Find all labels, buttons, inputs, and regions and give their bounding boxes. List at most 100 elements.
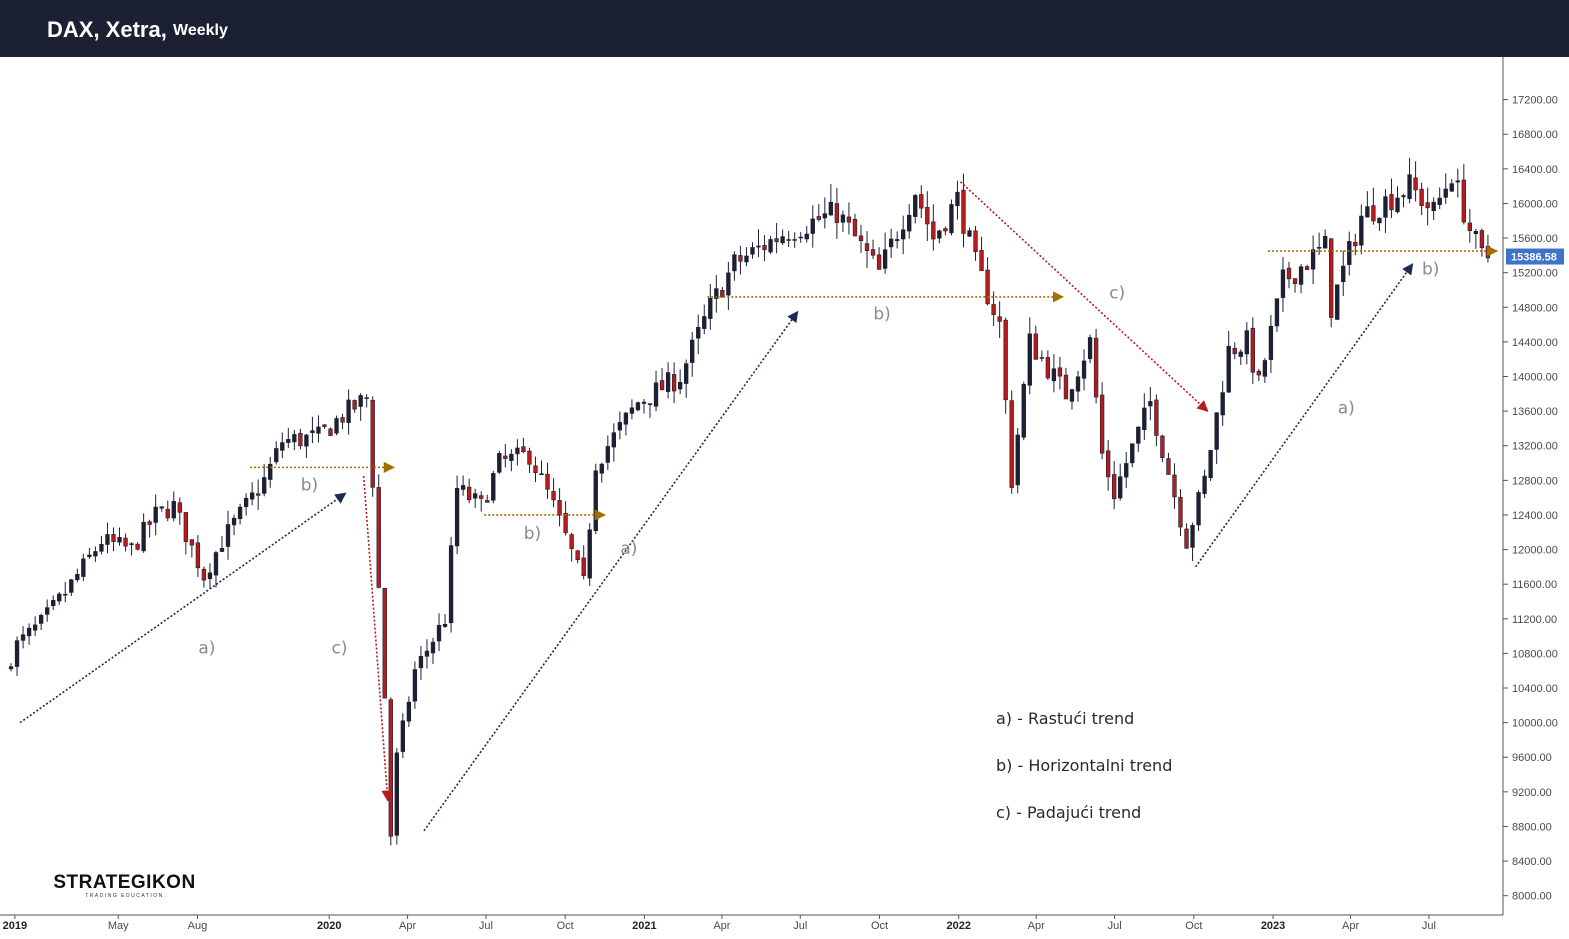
timeframe-label: Weekly [173, 22, 228, 39]
candle-bull [69, 579, 74, 593]
candle-bull [8, 666, 14, 670]
candle-bear [340, 417, 345, 423]
candle-bear [111, 534, 116, 542]
candle-bear [563, 512, 568, 534]
candle-bull [1214, 412, 1219, 450]
candle-bear [792, 239, 797, 241]
candle-bull [231, 517, 237, 526]
candle-bear [997, 316, 1002, 322]
candle-bull [1238, 351, 1243, 357]
candle-bull [1395, 197, 1400, 213]
price-tick-label: 17200.00 [1512, 95, 1558, 107]
candle-bull [1455, 180, 1460, 183]
candle-bull [454, 487, 460, 547]
uptrend-arrow[interactable] [423, 310, 799, 832]
candle-bull [1316, 247, 1322, 249]
candle-bull [1431, 201, 1436, 212]
candle-bull [1220, 392, 1225, 416]
time-tick-label: 2021 [632, 920, 656, 932]
candle-bull [412, 669, 418, 702]
candle-bull [424, 650, 430, 657]
candle-bear [123, 537, 128, 547]
logo-tagline: TRADING EDUCATION [85, 893, 164, 899]
strategikon-logo: STRATEGIKON TRADING EDUCATION [52, 873, 197, 900]
candle-bull [1130, 443, 1135, 464]
candle-bull [117, 537, 122, 543]
candle-bull [237, 506, 243, 520]
candle-bull [1069, 389, 1075, 402]
candle-bull [665, 372, 671, 392]
candle-bull [448, 545, 454, 624]
uptrend-arrow[interactable] [1194, 263, 1414, 568]
time-tick-label: May [108, 920, 129, 932]
candle-bear [961, 189, 966, 234]
candle-bear [738, 255, 743, 262]
candle-bear [659, 380, 665, 391]
downtrend-arrow[interactable] [959, 181, 1209, 412]
candle-bull [1190, 525, 1195, 548]
price-tick-label: 13200.00 [1512, 441, 1558, 453]
candle-bull [1365, 206, 1370, 218]
candle-bull [798, 236, 803, 239]
candle-bear [671, 374, 677, 392]
candle-bull [400, 720, 406, 752]
price-axis[interactable]: 8000.00 8400.00 8800.00 9200.00 9600.00 10000… [1502, 57, 1564, 915]
candle-bull [1437, 197, 1442, 205]
candle-bear [1099, 394, 1105, 454]
candle-bear [382, 587, 387, 699]
candle-bear [1093, 337, 1099, 398]
candle-bull [45, 607, 50, 615]
candle-bull [1310, 249, 1316, 270]
candle-bear [1413, 177, 1418, 191]
candle-bull [1298, 266, 1304, 285]
candle-bear [533, 465, 538, 474]
candle-bear [985, 269, 990, 305]
candle-bear [816, 216, 821, 220]
candle-bull [635, 402, 641, 411]
candle-bull [955, 191, 960, 207]
candle-bull [1226, 345, 1231, 393]
symbol-title: DAX, Xetra, [47, 17, 167, 42]
time-tick-label: Oct [871, 920, 888, 932]
candle-bull [810, 218, 815, 234]
horizontal-label: b) [524, 524, 541, 544]
candle-bull [732, 254, 737, 272]
candle-bear [183, 512, 189, 543]
candle-bull [515, 447, 520, 455]
candle-bull [1449, 183, 1454, 192]
candle-bear [774, 238, 779, 243]
candle-bear [352, 400, 357, 410]
time-tick-label: 2019 [3, 920, 27, 932]
candle-bull [1015, 434, 1020, 486]
candle-bear [575, 550, 580, 561]
price-tick-label: 8800.00 [1512, 821, 1552, 833]
candle-bull [1443, 188, 1448, 198]
candle-bull [1142, 407, 1147, 431]
candle-bull [38, 614, 44, 624]
price-chart[interactable]: a) b) c) b) a) b) c) a) b) 8000.00 8400.00 8800.00… [0, 57, 1569, 939]
candle-bull [1322, 235, 1328, 249]
candle-bear [1467, 222, 1473, 232]
candle-bull [907, 214, 912, 232]
candle-bull [913, 195, 918, 217]
candle-bull [539, 473, 544, 475]
time-tick-label: 2022 [946, 920, 970, 932]
time-axis[interactable]: 2019 May Aug 2020 Apr Jul Oct 2021 Apr Jul Oct 2022… [0, 914, 1503, 932]
candle-bear [1009, 400, 1014, 488]
candle-bull [696, 326, 701, 339]
candle-bear [852, 218, 858, 237]
price-tick-label: 8400.00 [1512, 856, 1552, 868]
candle-bull [243, 497, 249, 508]
horizontal-label: b) [873, 304, 890, 324]
candle-bull [436, 625, 442, 642]
candle-bull [274, 448, 279, 463]
candle-bear [1039, 357, 1045, 359]
candle-bear [1292, 278, 1298, 285]
horizontal-label: b) [1422, 259, 1439, 279]
candle-bear [328, 428, 333, 436]
candle-bear [834, 203, 840, 223]
candle-bear [858, 235, 864, 241]
uptrend-arrow[interactable] [19, 492, 347, 724]
uptrend-label: a) [198, 638, 215, 658]
candle-bull [611, 432, 617, 448]
